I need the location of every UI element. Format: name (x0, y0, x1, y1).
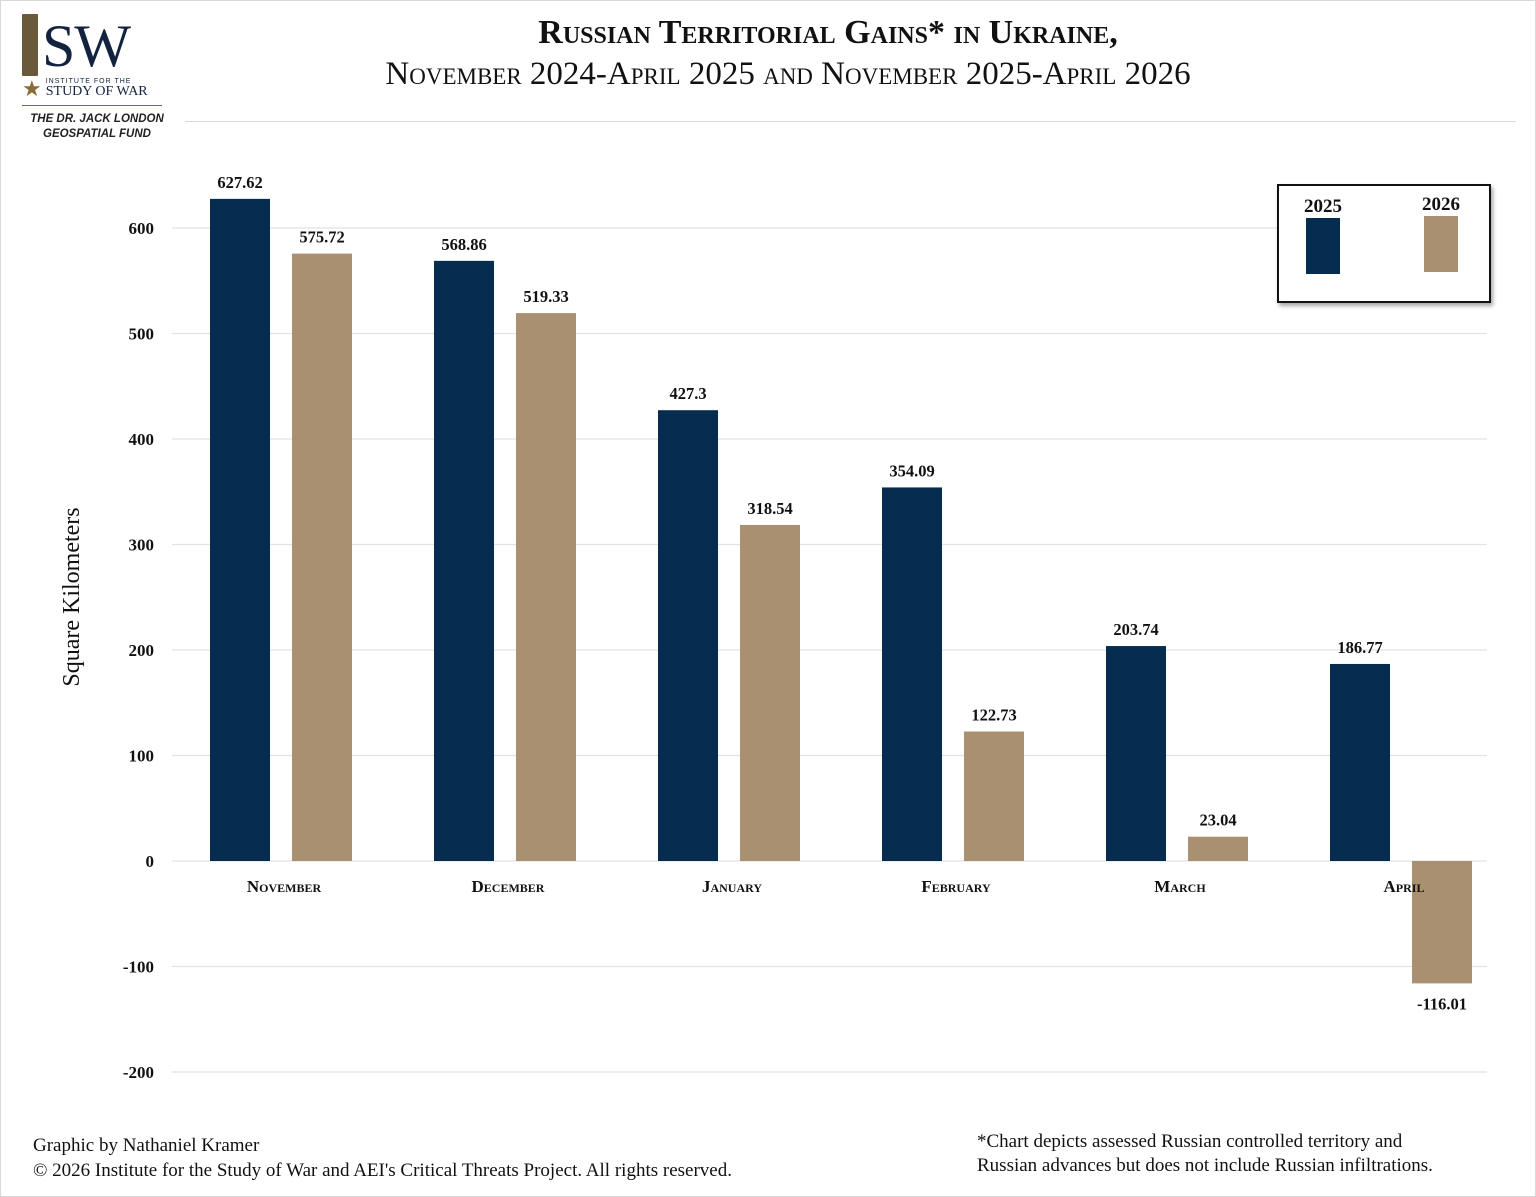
credit-line-2: © 2026 Institute for the Study of War an… (33, 1160, 732, 1181)
logo-study-text: STUDY OF WAR (45, 84, 148, 99)
data-label: -116.01 (1417, 994, 1467, 1013)
bar-2026-november (292, 253, 352, 861)
y-tick-label: 500 (129, 325, 155, 344)
y-axis-label: Square Kilometers (59, 507, 85, 686)
data-label: 23.04 (1199, 811, 1236, 830)
data-label: 427.3 (669, 384, 706, 403)
category-label: January (702, 877, 762, 896)
bar-2026-april (1412, 861, 1472, 984)
category-label: April (1384, 877, 1425, 896)
logo-divider (22, 105, 162, 106)
bar-2026-january (740, 524, 800, 861)
category-label: February (921, 877, 991, 896)
bar-2026-march (1188, 836, 1248, 861)
bar-2026-december (516, 313, 576, 862)
logo-small-text: INSTITUTE FOR THE (45, 78, 132, 85)
legend: 2025 2026 (1277, 184, 1491, 303)
logo-pillar-icon (22, 14, 38, 76)
fund-line-1: THE DR. JACK LONDON (30, 113, 164, 125)
y-tick-label: 0 (146, 852, 155, 871)
data-label: 354.09 (889, 461, 934, 480)
logo-mark: SW (22, 14, 172, 76)
category-label: December (472, 877, 545, 896)
bar-2025-december (434, 260, 494, 862)
logo-subtitle: ★ INSTITUTE FOR THE STUDY OF WAR (22, 75, 172, 101)
data-label: 203.74 (1113, 620, 1158, 639)
y-tick-label: 100 (129, 747, 155, 766)
footnote-line-1: *Chart depicts assessed Russian controll… (977, 1131, 1403, 1152)
bar-2025-april (1330, 663, 1390, 861)
bar-2025-march (1106, 646, 1166, 861)
data-label: 575.72 (299, 228, 344, 247)
bar-2025-february (882, 487, 942, 861)
credits: Graphic by Nathaniel Kramer © 2026 Insti… (33, 1133, 732, 1183)
data-label: 568.86 (441, 235, 486, 254)
legend-label-2025: 2025 (1304, 196, 1342, 217)
legend-item-2025: 2025 (1283, 196, 1363, 274)
logo-letters: SW (42, 13, 131, 79)
data-label: 318.54 (747, 499, 792, 518)
legend-label-2026: 2026 (1422, 194, 1460, 215)
data-label: 186.77 (1337, 638, 1382, 657)
bar-2025-november (210, 198, 270, 861)
fund-name: THE DR. JACK LONDON GEOSPATIAL FUND (22, 112, 172, 142)
bar-2025-january (658, 410, 718, 861)
title-divider (185, 121, 1516, 122)
bar-2026-february (964, 731, 1024, 861)
y-tick-label: 600 (129, 219, 155, 238)
legend-swatch-2025 (1306, 218, 1340, 274)
credit-line-1: Graphic by Nathaniel Kramer (33, 1135, 260, 1156)
category-label: November (247, 877, 322, 896)
data-label: 627.62 (217, 173, 262, 192)
footnote-line-2: Russian advances but does not include Ru… (977, 1155, 1433, 1176)
y-tick-label: 300 (129, 536, 155, 555)
chart-subtitle: November 2024-April 2025 and November 20… (385, 56, 1191, 92)
legend-swatch-2026 (1424, 216, 1458, 272)
y-tick-label: -100 (123, 958, 154, 977)
isw-logo: SW ★ INSTITUTE FOR THE STUDY OF WAR THE … (22, 14, 172, 142)
y-tick-label: 400 (129, 430, 155, 449)
fund-line-2: GEOSPATIAL FUND (43, 128, 151, 140)
category-label: March (1154, 877, 1206, 896)
data-label: 122.73 (971, 706, 1016, 725)
data-label: 519.33 (523, 287, 568, 306)
star-icon: ★ (22, 75, 42, 101)
y-tick-label: -200 (123, 1063, 154, 1082)
chart-title: Russian Territorial Gains* in Ukraine, (538, 14, 1118, 51)
legend-item-2026: 2026 (1401, 194, 1481, 272)
y-tick-label: 200 (129, 641, 155, 660)
footnote: *Chart depicts assessed Russian controll… (977, 1130, 1433, 1178)
